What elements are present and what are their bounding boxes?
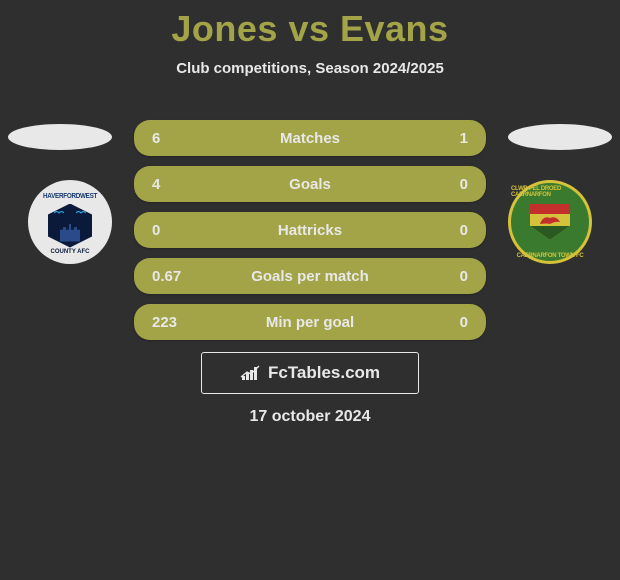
crest-right-inner: CLWB PEL DROED CAERNARFON CAERNARFON TOW… xyxy=(511,183,589,261)
page-title: Jones vs Evans xyxy=(0,0,620,50)
stat-label: Goals per match xyxy=(134,268,486,285)
crest-left-birds xyxy=(48,210,92,216)
player-left-head xyxy=(8,124,112,150)
crest-right-shield-bottom xyxy=(530,226,570,240)
crest-right-ring-text-bottom: CAERNARFON TOWN FC xyxy=(517,253,584,259)
crest-left-banner: COUNTY AFC xyxy=(47,248,94,256)
crest-right-ring-text-top: CLWB PEL DROED CAERNARFON xyxy=(511,186,589,198)
bird-icon xyxy=(54,210,64,216)
bird-icon xyxy=(76,210,86,216)
generated-date: 17 october 2024 xyxy=(0,408,620,426)
player-right-head xyxy=(508,124,612,150)
stat-label: Matches xyxy=(134,130,486,147)
stat-label: Goals xyxy=(134,176,486,193)
crest-left-top-text: HAVERFORDWEST xyxy=(43,193,97,200)
stat-left-value: 4 xyxy=(152,176,160,193)
stat-row: 0 Hattricks 0 xyxy=(134,212,486,248)
stat-label: Min per goal xyxy=(134,314,486,331)
stat-row: 4 Goals 0 xyxy=(134,166,486,202)
crest-left-shield xyxy=(48,204,92,248)
stat-right-value: 0 xyxy=(460,176,468,193)
stat-left-value: 223 xyxy=(152,314,177,331)
stat-label: Hattricks xyxy=(134,222,486,239)
branding-box: FcTables.com xyxy=(201,352,419,394)
crest-left-inner: HAVERFORDWEST COUNTY AFC xyxy=(28,180,112,264)
stat-row: 0.67 Goals per match 0 xyxy=(134,258,486,294)
stat-left-value: 0.67 xyxy=(152,268,181,285)
branding-text: FcTables.com xyxy=(268,363,380,383)
stat-right-value: 1 xyxy=(460,130,468,147)
castle-icon xyxy=(60,224,80,242)
stat-left-value: 6 xyxy=(152,130,160,147)
stat-row: 6 Matches 1 xyxy=(134,120,486,156)
stat-row: 223 Min per goal 0 xyxy=(134,304,486,340)
stat-right-value: 0 xyxy=(460,222,468,239)
club-crest-right: CLWB PEL DROED CAERNARFON CAERNARFON TOW… xyxy=(508,180,592,264)
stats-container: 6 Matches 1 4 Goals 0 0 Hattricks 0 0.67… xyxy=(134,120,486,350)
page-subtitle: Club competitions, Season 2024/2025 xyxy=(0,60,620,77)
crest-right-shield xyxy=(530,204,570,240)
stat-right-value: 0 xyxy=(460,314,468,331)
stat-right-value: 0 xyxy=(460,268,468,285)
crest-right-shield-top xyxy=(530,204,570,214)
club-crest-left: HAVERFORDWEST COUNTY AFC xyxy=(28,180,112,264)
bar-chart-icon xyxy=(240,364,262,382)
dragon-icon xyxy=(538,214,562,226)
stat-left-value: 0 xyxy=(152,222,160,239)
